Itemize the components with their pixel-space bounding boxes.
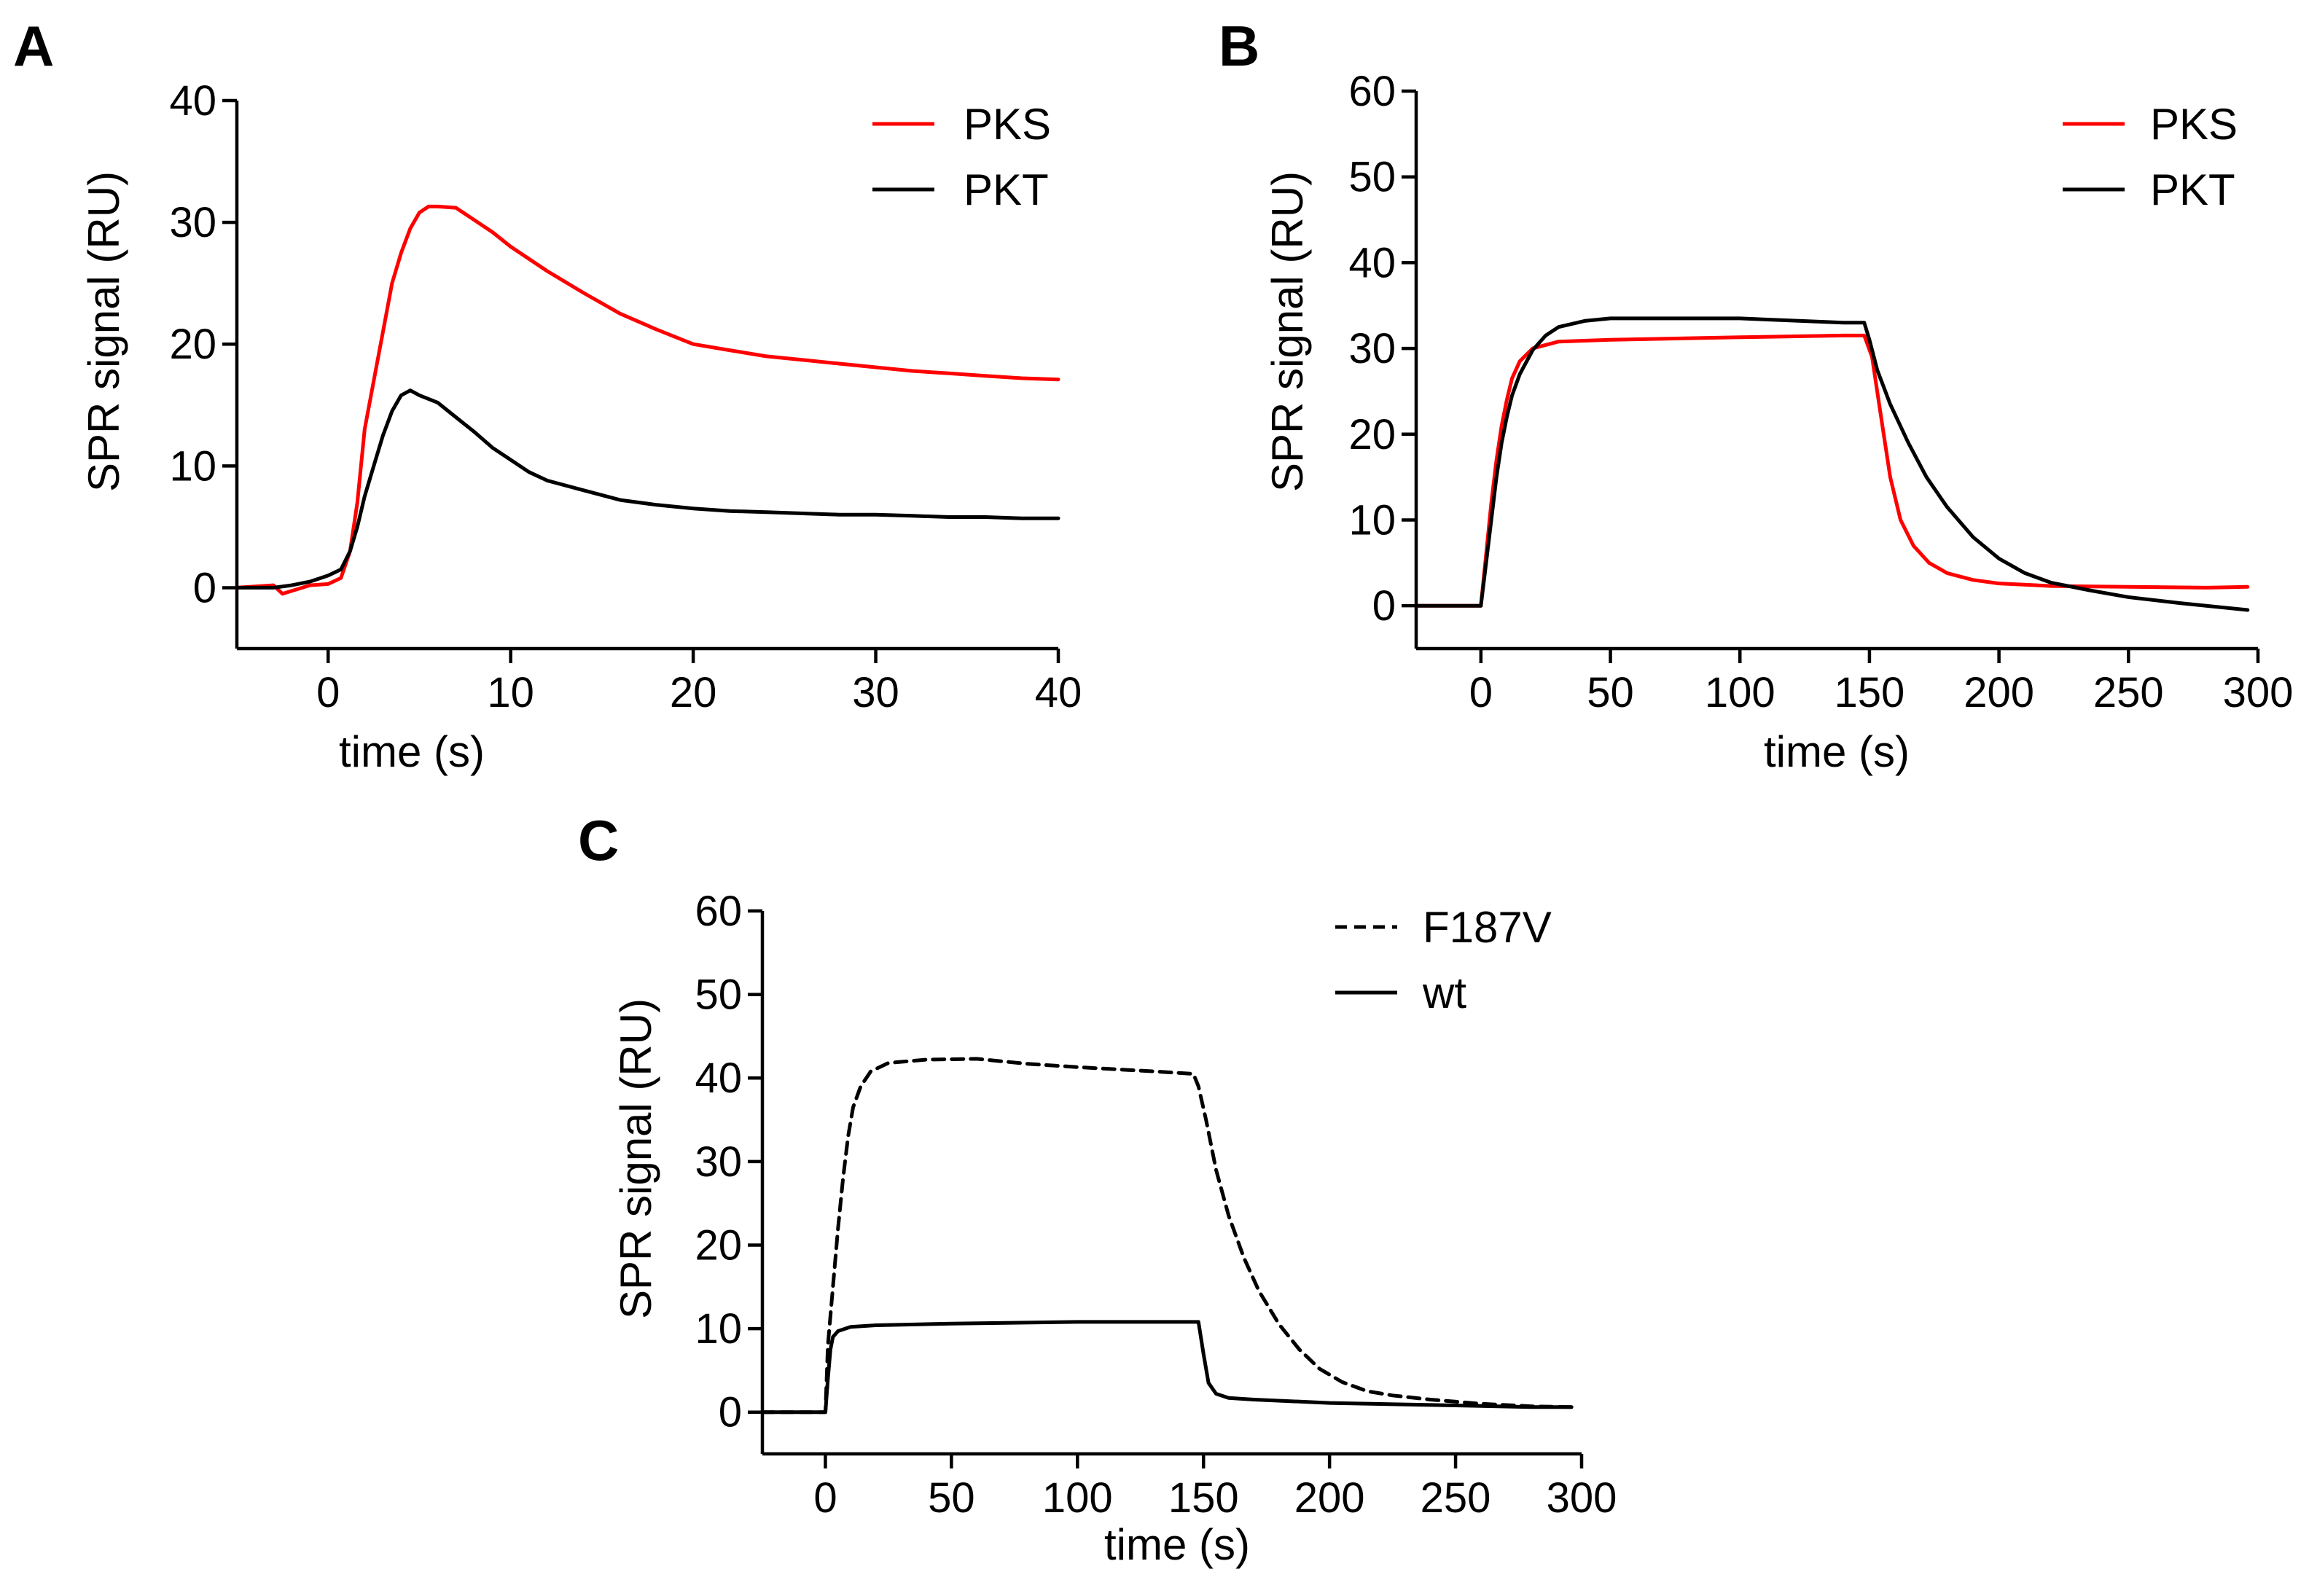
- x-tick-label: 300: [1547, 1474, 1617, 1522]
- x-tick-label: 30: [852, 669, 899, 716]
- x-axis-title: time (s): [1764, 727, 1910, 776]
- series-line-f187v: [760, 1057, 1574, 1415]
- series-lines: [235, 204, 1060, 596]
- x-tick-label: 100: [1042, 1474, 1113, 1522]
- y-tick-label: 40: [1348, 239, 1396, 286]
- panel-letter-b: B: [1219, 14, 1259, 78]
- panel-letter-c: C: [578, 808, 619, 872]
- legend-label-pkt: PKT: [964, 165, 1049, 214]
- series-line-pkt: [235, 388, 1060, 590]
- x-tick-label: 50: [1587, 669, 1634, 716]
- panel-c: C time (s) SPR signal (RU) 0 10 20 30 40 50 60…: [578, 808, 1617, 1569]
- panel-letter-a: A: [13, 14, 54, 78]
- y-tick-label: 20: [169, 321, 216, 368]
- panel-a: A time (s) SPR signal (RU) 0 10 20 30 40 0 10 2…: [13, 14, 1082, 776]
- x-tick-label: 200: [1964, 669, 2034, 716]
- axis-ticks: 0 10 20 30 40 50 60 0 50 100 150 200 250 300: [1348, 68, 2293, 716]
- y-tick-label: 60: [1348, 68, 1396, 115]
- y-tick-label: 10: [695, 1305, 742, 1353]
- series-line-wt: [760, 1320, 1574, 1415]
- x-tick-label: 300: [2223, 669, 2294, 716]
- y-axis-title: SPR signal (RU): [612, 998, 660, 1319]
- y-tick-label: 30: [695, 1138, 742, 1186]
- axis-ticks: 0 10 20 30 40 50 60 0 50 100 150 200 250 300: [695, 888, 1617, 1522]
- y-tick-label: 50: [1348, 154, 1396, 201]
- series-lines: [1414, 316, 2250, 612]
- x-tick-label: 0: [316, 669, 340, 716]
- x-tick-label: 50: [928, 1474, 975, 1522]
- x-tick-label: 150: [1168, 1474, 1239, 1522]
- y-tick-label: 40: [695, 1055, 742, 1102]
- x-tick-label: 250: [2093, 669, 2164, 716]
- x-tick-label: 0: [1469, 669, 1493, 716]
- x-tick-label: 20: [670, 669, 717, 716]
- y-tick-label: 50: [695, 971, 742, 1019]
- y-tick-label: 40: [169, 77, 216, 125]
- legend-label-pkt: PKT: [2150, 165, 2235, 214]
- x-tick-label: 0: [813, 1474, 837, 1522]
- legend: F187V wt: [1335, 903, 1552, 1017]
- x-axis-title: time (s): [1104, 1520, 1250, 1569]
- axis-ticks: 0 10 20 30 40 0 10 20 30 40: [169, 77, 1082, 716]
- x-axis-title: time (s): [339, 727, 485, 776]
- y-tick-label: 0: [193, 564, 216, 611]
- y-tick-label: 20: [1348, 411, 1396, 458]
- series-lines: [760, 1057, 1574, 1415]
- legend: PKS PKT: [2063, 100, 2238, 214]
- legend-label-pks: PKS: [964, 100, 1051, 149]
- y-tick-label: 10: [1348, 496, 1396, 544]
- legend-label-wt: wt: [1422, 969, 1466, 1017]
- x-tick-label: 150: [1835, 669, 1905, 716]
- x-tick-label: 10: [487, 669, 534, 716]
- panel-b: B time (s) SPR signal (RU) 0 10 20 30 40 50 60…: [1219, 14, 2293, 776]
- legend-label-f187v: F187V: [1423, 903, 1552, 952]
- y-tick-label: 60: [695, 888, 742, 935]
- y-tick-label: 0: [719, 1389, 742, 1436]
- y-tick-label: 30: [1348, 325, 1396, 372]
- y-tick-label: 20: [695, 1221, 742, 1269]
- y-axis-title: SPR signal (RU): [79, 171, 128, 492]
- series-line-pks: [235, 204, 1060, 596]
- legend: PKS PKT: [872, 100, 1051, 214]
- legend-label-pks: PKS: [2150, 100, 2238, 149]
- y-tick-label: 30: [169, 199, 216, 246]
- x-tick-label: 200: [1294, 1474, 1365, 1522]
- y-tick-label: 10: [169, 442, 216, 490]
- y-axis-title: SPR signal (RU): [1263, 171, 1312, 492]
- series-line-pks: [1414, 333, 2250, 608]
- x-tick-label: 40: [1035, 669, 1082, 716]
- x-tick-label: 250: [1421, 1474, 1491, 1522]
- series-line-pkt: [1414, 316, 2250, 612]
- x-tick-label: 100: [1705, 669, 1775, 716]
- y-tick-label: 0: [1372, 582, 1396, 630]
